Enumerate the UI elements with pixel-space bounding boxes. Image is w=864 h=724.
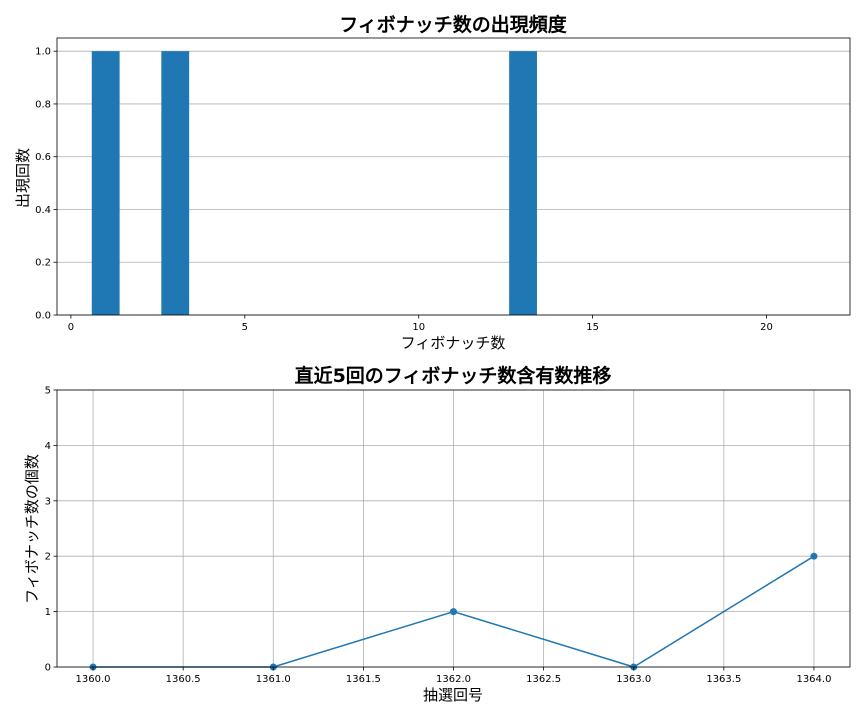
x-tick-label: 1364.0 (796, 674, 831, 685)
trend-line-chart: 直近5回のフィボナッチ数含有数推移 抽選回号 フィボナッチ数の個数 0 1 2 3 4 5… (23, 364, 851, 704)
x-tick-label: 1362.5 (526, 674, 561, 685)
x-tick-label: 15 (586, 322, 599, 333)
bar (161, 51, 190, 315)
plot-frame (56, 389, 851, 668)
y-tick-label: 2 (45, 552, 51, 563)
x-axis-label: 抽選回号 (423, 686, 483, 704)
x-tick-label: 1360.0 (76, 674, 111, 685)
y-tick-label: 1.0 (35, 47, 51, 58)
y-tick-label: 0.0 (35, 311, 51, 322)
y-tick-label: 0.2 (35, 258, 51, 269)
x-tick-label: 20 (760, 322, 773, 333)
y-tick-label: 3 (45, 496, 51, 507)
bar (509, 51, 537, 315)
data-point (450, 608, 457, 616)
y-tick-label: 4 (45, 441, 51, 452)
y-axis-label: 出現回数 (14, 148, 32, 208)
y-tick-label: 1 (45, 607, 51, 618)
chart-title: フィボナッチ数の出現頻度 (339, 13, 568, 36)
x-tick-label: 1361.5 (346, 674, 381, 685)
x-tick-label: 5 (242, 322, 248, 333)
y-tick-label: 0.6 (35, 152, 51, 163)
x-tick-label: 1362.0 (436, 674, 471, 685)
x-tick-label: 1363.0 (616, 674, 651, 685)
bar (91, 51, 120, 315)
x-tick-label: 1363.5 (706, 674, 741, 685)
y-tick-label: 5 (45, 386, 51, 397)
x-tick-label: 1360.5 (166, 674, 201, 685)
frequency-bar-chart: フィボナッチ数の出現頻度 フィボナッチ数 出現回数 0.0 0.2 0.4 0.6 0.… (14, 13, 851, 352)
y-tick-label: 0.8 (35, 99, 51, 110)
x-tick-label: 10 (412, 322, 425, 333)
x-axis-label: フィボナッチ数 (401, 334, 506, 352)
y-tick-label: 0.4 (35, 205, 51, 216)
plot-frame (56, 37, 851, 316)
y-axis-label: フィボナッチ数の個数 (23, 454, 41, 604)
y-tick-label: 0 (45, 663, 51, 674)
chart-title: 直近5回のフィボナッチ数含有数推移 (295, 364, 612, 387)
x-tick-label: 1361.0 (256, 674, 291, 685)
x-tick-label: 0 (68, 322, 74, 333)
data-point (810, 552, 818, 560)
